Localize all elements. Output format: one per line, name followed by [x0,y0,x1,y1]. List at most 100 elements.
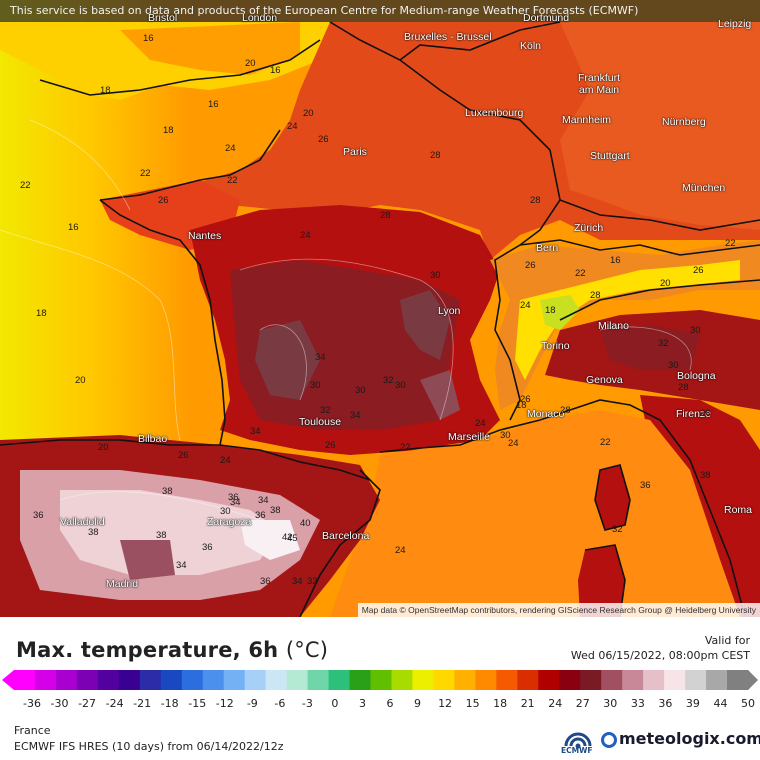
isotherm-label: 22 [20,180,31,191]
madrid-area [120,540,175,580]
city-bologna: Bologna [677,370,716,382]
isotherm-label: 18 [100,85,111,96]
scale-color-step [76,670,99,690]
isotherm-label: 16 [68,222,79,233]
city-paris: Paris [343,146,367,158]
city-milano: Milano [598,320,629,332]
scale-tick-label: -21 [133,697,152,710]
scale-tick-label: -9 [246,697,258,710]
isotherm-label: 18 [163,125,174,136]
city-bristol: Bristol [148,12,178,24]
isotherm-label: 20 [98,442,109,453]
borders [0,21,760,617]
isotherm-label: 26 [525,260,536,271]
isotherm-label: 26 [700,408,711,419]
isotherm-label: 20 [303,108,314,119]
ebro-peak-area [240,520,300,560]
isotherm-label: 38 [156,530,167,541]
isotherm-label: 24 [395,545,406,556]
scale-tick-label: 9 [414,697,422,710]
isotherm-label: 34 [315,352,326,363]
scale-color-step [14,670,36,690]
scale-color-step [244,670,267,690]
city-bruxelles: Bruxelles - Brussel [404,31,492,43]
scale-tick-label: 6 [386,697,394,710]
scale-color-step [181,670,204,690]
map-canvas [0,0,760,617]
isotherm-label: 30 [355,385,366,396]
scale-color-step [349,670,372,690]
city-mannheim: Mannheim [562,114,612,126]
mediterranean-area [330,410,740,617]
germany-area [560,22,760,230]
city-koln: Köln [520,40,542,52]
scale-color-step [139,670,162,690]
isotherm-label: 22 [600,437,611,448]
scale-tick-label: -36 [23,697,41,710]
isotherm-label: 30 [668,360,679,371]
sardinia-area [578,545,625,617]
isotherm-label: 22 [227,175,238,186]
scale-color-step [286,670,309,690]
isotherm-label: 26 [325,440,336,451]
scale-color-step [685,670,707,690]
isotherm-label: 26 [520,394,531,405]
isotherm-label: 24 [220,455,231,466]
isotherm-label: 42 [282,532,293,543]
city-genova: Genova [586,374,623,386]
city-bern: Bern [536,242,559,254]
scale-color-step [391,670,413,690]
valid-label: Valid for [704,634,750,647]
city-barcelona: Barcelona [322,530,370,542]
city-luxembourg: Luxembourg [465,107,524,119]
scale-tick-label: 39 [685,697,700,710]
scale-max-arrow [748,670,758,690]
meteologix-logo[interactable]: meteologix.com [619,729,760,748]
ecmwf-logo-text: ECMWF [561,746,593,755]
scale-color-step [433,670,455,690]
isotherm-label: 16 [143,33,154,44]
scale-color-step [202,670,225,690]
po-valley-peak-area [600,325,700,370]
scale-color-step [34,670,57,690]
isotherm-label: 28 [530,195,541,206]
isotherm-label: 36 [33,510,44,521]
isotherm-label: 24 [300,230,311,241]
isotherms [0,119,692,521]
scale-color-step [601,670,623,690]
isotherm-label: 32 [612,524,623,535]
isotherm-label: 32 [307,576,318,587]
isotherm-label: 30 [430,270,441,281]
scale-color-step [706,670,728,690]
scale-color-step [454,670,476,690]
isotherm-label: 34 [258,495,269,506]
city-nantes: Nantes [188,230,222,242]
isotherm-label: 36 [255,510,266,521]
isotherm-label: 30 [690,325,701,336]
city-torino: Torino [541,340,570,352]
scale-tick-label: -6 [274,697,286,710]
isotherm-label: 22 [400,442,411,453]
meteologix-logo-icon [601,732,617,748]
isotherm-label: 28 [678,382,689,393]
isotherm-label: 28 [430,150,441,161]
scale-tick-label: 3 [358,697,366,710]
isotherm-label: 32 [320,405,331,416]
scale-color-step [328,670,351,690]
temperature-map[interactable]: This service is based on data and produc… [0,0,760,617]
isotherm-label: 26 [158,195,169,206]
scale-color-step [223,670,246,690]
scale-color-step [517,670,539,690]
scale-color-step [307,670,330,690]
isotherm-label: 24 [475,418,486,429]
isotherm-label: 32 [383,375,394,386]
scale-color-step [475,670,497,690]
isotherm-label: 34 [176,560,187,571]
scale-tick-label: -3 [301,697,313,710]
scale-tick-label: 50 [741,697,755,710]
isotherm-label: 26 [693,265,704,276]
england-warm-area [120,22,300,75]
isotherm-label: 20 [660,278,671,289]
aquitaine-peak-area [255,320,320,400]
scale-color-step [496,670,518,690]
